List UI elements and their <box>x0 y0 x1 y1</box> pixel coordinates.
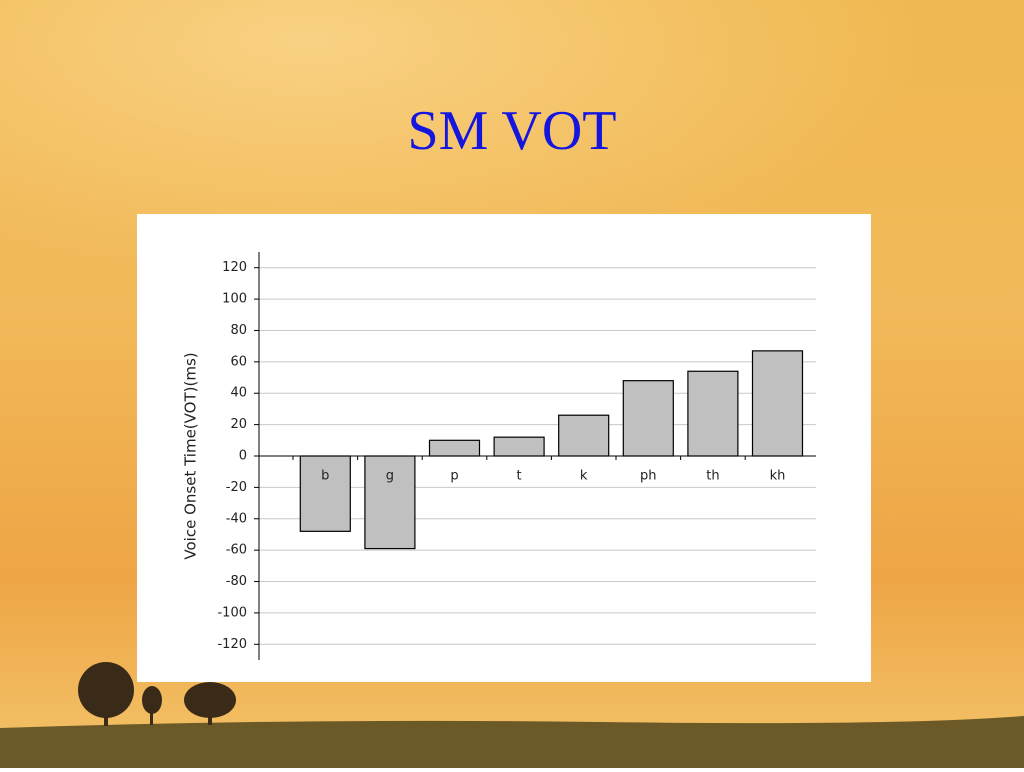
y-tick-label: 80 <box>230 323 247 338</box>
y-tick-label: -20 <box>226 480 247 495</box>
y-tick-label: 60 <box>230 354 247 369</box>
bar <box>428 439 481 457</box>
y-axis-label: Voice Onset Time(VOT)(ms) <box>182 352 200 559</box>
x-tick-label: t <box>517 469 522 484</box>
x-tick-label: p <box>450 469 458 484</box>
bar <box>558 414 610 457</box>
y-tick-label: -60 <box>226 543 247 558</box>
y-tick-label: -40 <box>226 511 247 526</box>
x-tick-label: k <box>580 469 588 484</box>
field <box>0 716 1024 768</box>
x-tick-label: g <box>386 469 394 484</box>
x-tick-label: th <box>706 469 719 484</box>
bar <box>687 370 739 457</box>
bar <box>751 350 804 457</box>
x-tick-label: kh <box>770 469 786 484</box>
bar <box>493 436 545 457</box>
x-tick-label: ph <box>640 469 657 484</box>
y-tick-label: 100 <box>222 292 247 307</box>
bar <box>622 380 674 457</box>
trees <box>78 662 236 726</box>
y-tick-label: 0 <box>239 449 247 464</box>
x-tick-label: b <box>321 469 329 484</box>
y-tick-label: 40 <box>230 386 247 401</box>
bar <box>299 455 351 532</box>
slide-title: SM VOT <box>407 100 616 162</box>
y-tick-label: 120 <box>222 260 247 275</box>
y-tick-label: -120 <box>217 637 247 652</box>
y-tick-label: -80 <box>226 574 247 589</box>
y-tick-label: -100 <box>217 605 247 620</box>
y-tick-label: 20 <box>230 417 247 432</box>
